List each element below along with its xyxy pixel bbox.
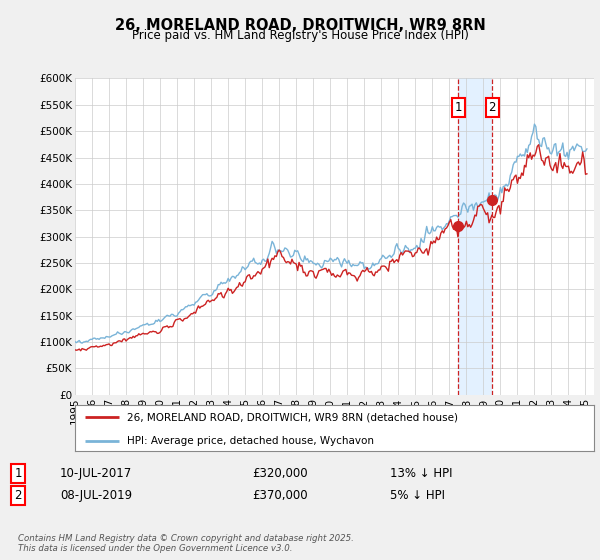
- Text: 10-JUL-2017: 10-JUL-2017: [60, 466, 132, 480]
- Text: Price paid vs. HM Land Registry's House Price Index (HPI): Price paid vs. HM Land Registry's House …: [131, 29, 469, 42]
- Text: 1: 1: [14, 466, 22, 480]
- Text: 1: 1: [455, 101, 462, 114]
- Bar: [458, 78, 492, 395]
- Text: 2: 2: [14, 489, 22, 502]
- Text: 2: 2: [488, 101, 496, 114]
- Text: 5% ↓ HPI: 5% ↓ HPI: [390, 489, 445, 502]
- Text: 08-JUL-2019: 08-JUL-2019: [60, 489, 132, 502]
- Text: Contains HM Land Registry data © Crown copyright and database right 2025.
This d: Contains HM Land Registry data © Crown c…: [18, 534, 354, 553]
- Text: 13% ↓ HPI: 13% ↓ HPI: [390, 466, 452, 480]
- Text: £370,000: £370,000: [252, 489, 308, 502]
- Text: £320,000: £320,000: [252, 466, 308, 480]
- Text: 26, MORELAND ROAD, DROITWICH, WR9 8RN (detached house): 26, MORELAND ROAD, DROITWICH, WR9 8RN (d…: [127, 412, 458, 422]
- Text: 26, MORELAND ROAD, DROITWICH, WR9 8RN: 26, MORELAND ROAD, DROITWICH, WR9 8RN: [115, 18, 485, 33]
- Text: HPI: Average price, detached house, Wychavon: HPI: Average price, detached house, Wych…: [127, 436, 374, 446]
